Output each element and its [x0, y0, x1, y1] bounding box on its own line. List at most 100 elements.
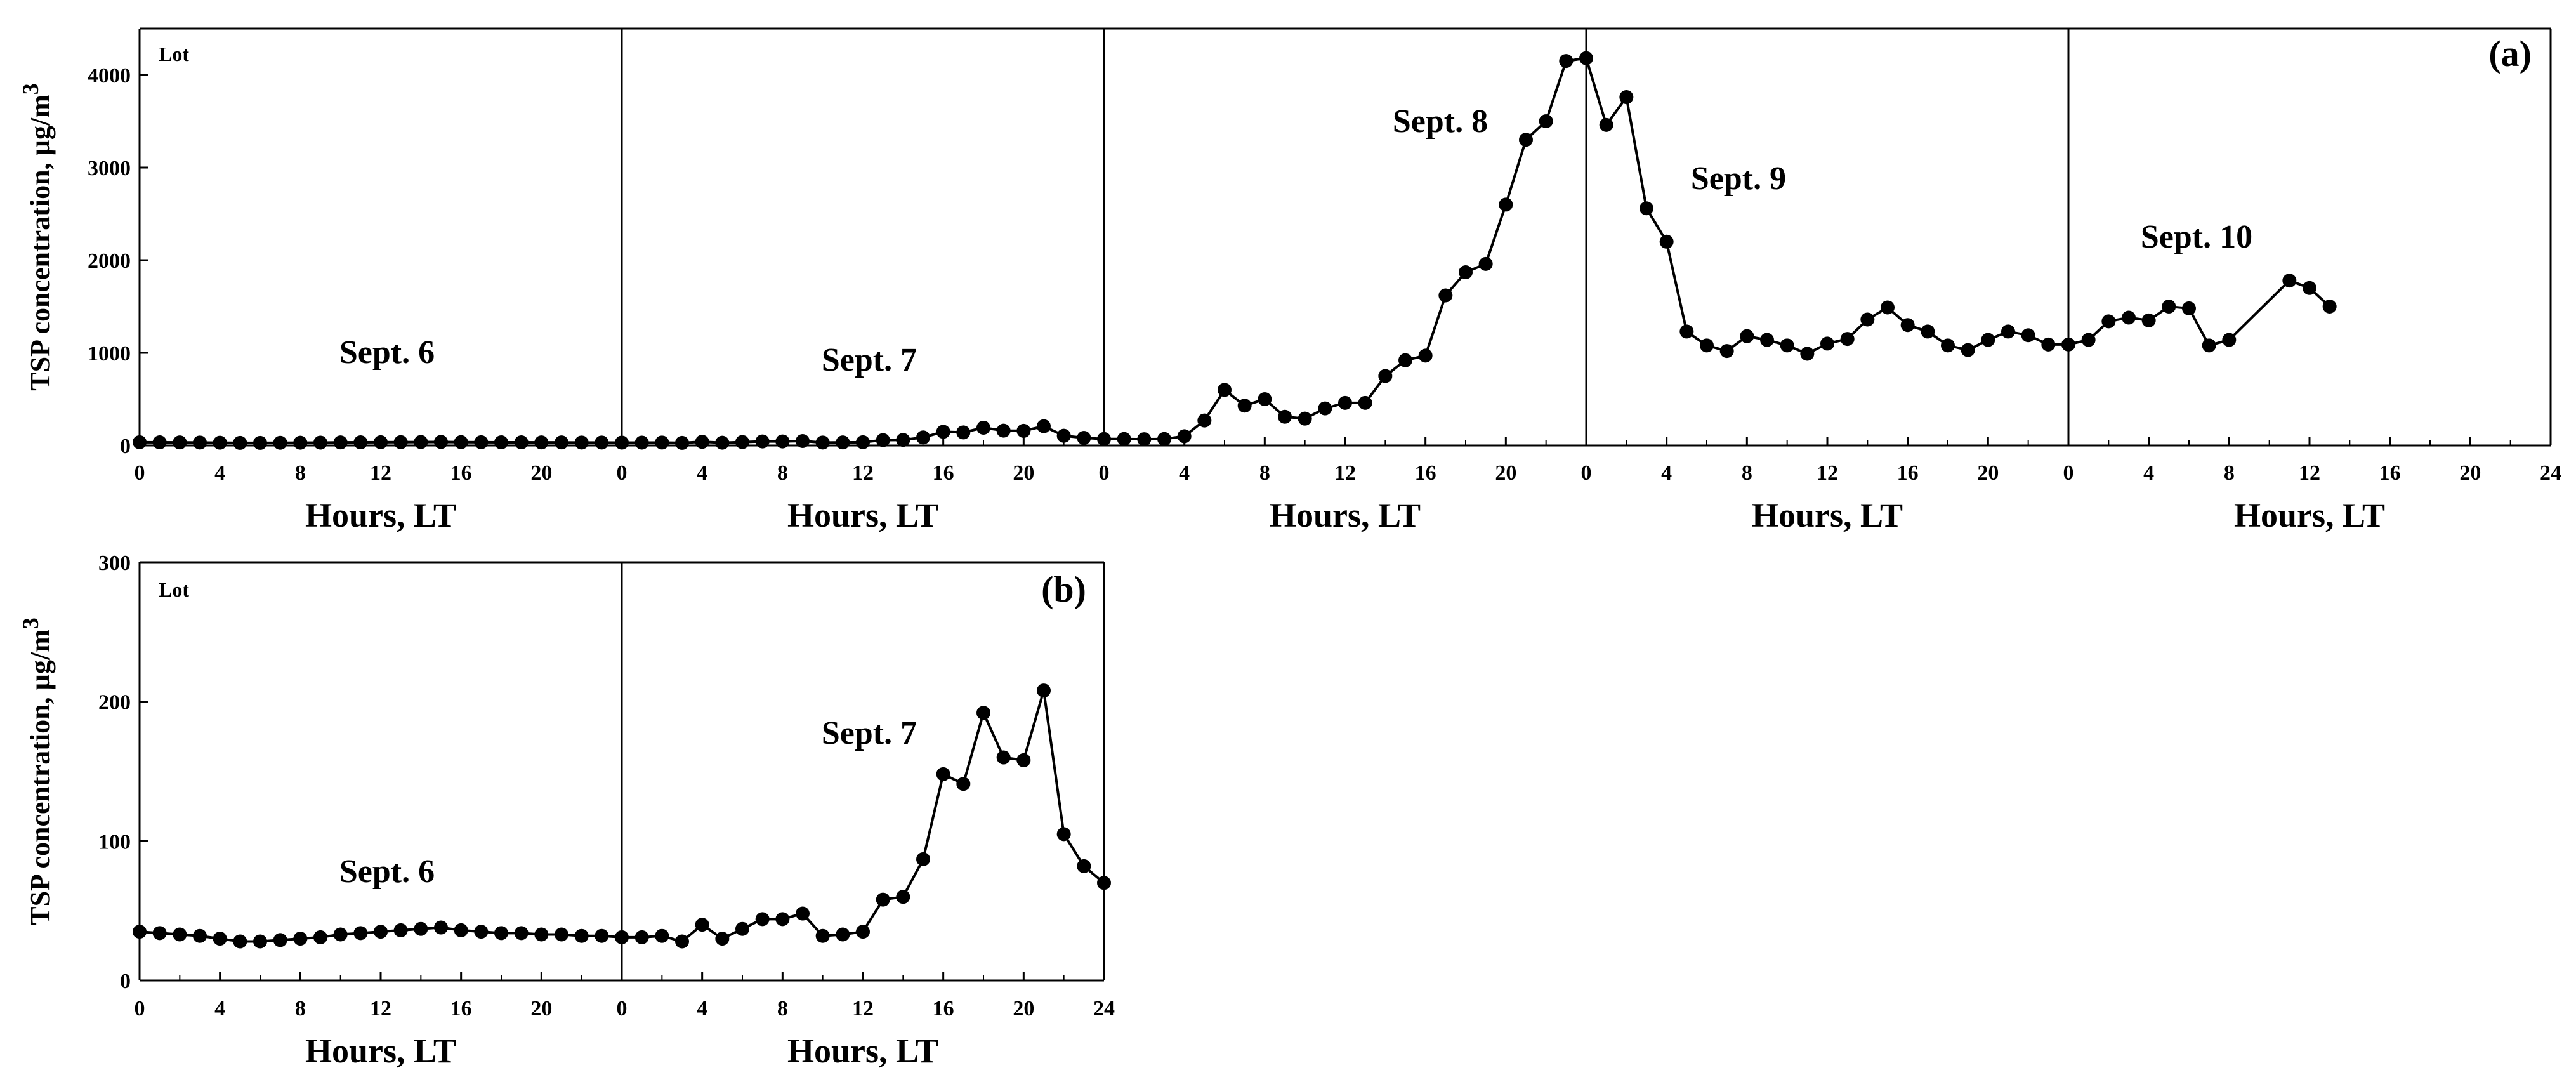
data-point	[996, 750, 1011, 765]
data-point	[2182, 301, 2196, 315]
data-point	[414, 921, 428, 936]
x-tick-label: 12	[2299, 461, 2320, 485]
data-point	[1258, 392, 1272, 406]
day-label: Sept. 7	[822, 715, 917, 751]
data-point	[1478, 256, 1493, 271]
data-point	[1077, 431, 1091, 446]
data-point	[152, 435, 167, 450]
data-point	[313, 435, 327, 450]
data-point	[615, 435, 629, 450]
data-point	[2041, 337, 2056, 352]
x-tick-label: 16	[1897, 461, 1919, 485]
x-tick-label: 20	[1013, 461, 1034, 485]
x-tick-label: 4	[1661, 461, 1672, 485]
data-point	[1981, 333, 1995, 347]
y-tick-label: 1000	[88, 342, 131, 366]
day-label: Sept. 7	[822, 342, 917, 378]
data-point	[1056, 827, 1071, 842]
data-point	[1016, 423, 1031, 438]
day-label: Sept. 9	[1691, 161, 1786, 197]
data-point	[1559, 54, 1574, 69]
x-tick-label: 20	[1013, 997, 1034, 1020]
x-tick-label: 0	[1099, 461, 1110, 485]
x-tick-label: 8	[1742, 461, 1752, 485]
data-point	[1077, 859, 1091, 873]
data-point	[916, 430, 930, 445]
data-point	[876, 892, 890, 907]
day-label: Sept. 10	[2141, 219, 2252, 255]
y-tick-label: 3000	[88, 157, 131, 180]
data-point	[796, 433, 810, 448]
x-tick-label: 16	[450, 461, 472, 485]
data-point	[454, 923, 468, 937]
data-point	[655, 928, 669, 943]
data-point	[233, 435, 247, 450]
data-point	[1539, 114, 1553, 128]
data-point	[876, 433, 890, 447]
data-point	[1137, 432, 1152, 447]
panel-label: (b)	[1041, 569, 1086, 610]
data-point	[293, 932, 308, 946]
x-tick-label: 0	[135, 461, 145, 485]
x-tick-label: 0	[617, 997, 628, 1020]
data-point	[695, 918, 709, 932]
x-axis-label: Hours, LT	[1752, 496, 1903, 534]
x-axis-label: Hours, LT	[305, 1032, 456, 1070]
data-point	[1398, 353, 1412, 367]
site-label: Lot	[159, 43, 189, 65]
data-point	[474, 435, 489, 449]
data-point	[1640, 201, 1653, 216]
data-point	[655, 435, 669, 450]
data-point	[1499, 197, 1513, 212]
x-tick-label: 8	[777, 997, 788, 1020]
data-point	[1318, 401, 1332, 416]
y-tick-label: 300	[98, 551, 131, 575]
data-point	[213, 435, 227, 450]
data-point	[2081, 333, 2096, 347]
data-point	[333, 435, 348, 450]
data-point	[1298, 411, 1312, 426]
data-point	[1659, 234, 1674, 249]
day-label: Sept. 8	[1393, 103, 1488, 140]
x-tick-label: 4	[2143, 461, 2154, 485]
data-point	[313, 930, 327, 944]
data-point	[1740, 329, 1754, 343]
data-point	[2282, 274, 2297, 288]
x-tick-label: 8	[2224, 461, 2235, 485]
data-point	[1679, 324, 1694, 339]
data-point	[1278, 409, 1292, 424]
x-tick-label: 8	[1259, 461, 1270, 485]
x-tick-label: 20	[1495, 461, 1516, 485]
x-tick-label: 20	[530, 461, 552, 485]
data-point	[1579, 51, 1593, 65]
day-label: Sept. 6	[339, 334, 435, 371]
data-point	[634, 930, 649, 944]
data-point	[1459, 265, 1473, 279]
data-point	[715, 932, 730, 946]
data-point	[173, 927, 187, 942]
data-point	[434, 435, 448, 449]
x-axis-label: Hours, LT	[787, 1032, 938, 1070]
data-point	[273, 933, 287, 947]
data-point	[615, 930, 629, 944]
data-point	[534, 435, 549, 450]
data-point	[2061, 337, 2075, 352]
data-point	[133, 435, 147, 449]
x-tick-label: 12	[370, 461, 391, 485]
x-tick-label: 16	[1415, 461, 1436, 485]
data-point	[1097, 432, 1111, 446]
y-axis-label-superscript: 3	[18, 617, 43, 629]
y-tick-label: 4000	[88, 64, 131, 88]
data-point	[353, 926, 368, 940]
x-tick-label: 16	[933, 461, 954, 485]
x-axis-label: Hours, LT	[1270, 496, 1421, 534]
x-tick-label: 4	[1179, 461, 1190, 485]
data-point	[253, 435, 267, 450]
data-point	[836, 435, 850, 450]
data-point	[474, 925, 489, 939]
data-point	[956, 777, 971, 791]
data-point	[574, 435, 589, 450]
x-tick-label: 0	[617, 461, 628, 485]
